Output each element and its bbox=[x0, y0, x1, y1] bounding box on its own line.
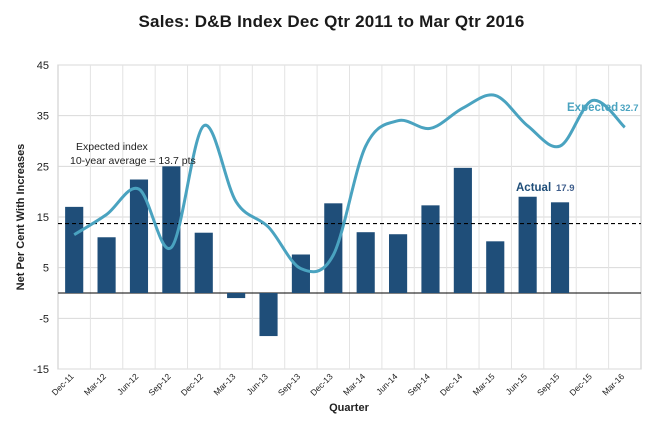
actual-bar bbox=[97, 237, 116, 293]
x-tick-label: Mar-15 bbox=[471, 371, 497, 397]
actual-bar bbox=[194, 232, 213, 293]
chart-title: Sales: D&B Index Dec Qtr 2011 to Mar Qtr… bbox=[138, 12, 525, 31]
y-tick-label: 15 bbox=[37, 212, 49, 224]
expected-index-annotation-line1: Expected index bbox=[76, 141, 149, 153]
y-axis-label: Net Per Cent With Increases bbox=[15, 144, 27, 291]
y-tick-label: -5 bbox=[39, 313, 49, 325]
actual-bar bbox=[129, 179, 149, 293]
y-tick-label: 5 bbox=[43, 263, 49, 275]
x-tick-label: Jun-13 bbox=[244, 371, 270, 397]
x-tick-label: Sep-15 bbox=[535, 371, 562, 398]
actual-legend-label: Actual bbox=[516, 182, 551, 194]
x-tick-label: Dec-12 bbox=[179, 371, 206, 398]
x-tick-label: Mar-14 bbox=[341, 371, 367, 397]
x-tick-label: Mar-13 bbox=[211, 371, 237, 397]
actual-bar bbox=[421, 205, 440, 293]
actual-bar bbox=[324, 203, 343, 293]
actual-bar bbox=[389, 234, 408, 293]
x-tick-label: Dec-11 bbox=[50, 371, 76, 397]
actual-bar bbox=[65, 206, 84, 293]
actual-bar bbox=[453, 167, 472, 293]
expected-legend-value: 32.7 bbox=[620, 103, 639, 114]
x-tick-label: Jun-15 bbox=[504, 371, 530, 397]
x-tick-label: Sep-12 bbox=[146, 371, 173, 398]
expected-series-line bbox=[73, 93, 626, 274]
grid-lines bbox=[58, 64, 641, 370]
actual-bar bbox=[227, 293, 246, 299]
actual-bars bbox=[65, 166, 570, 337]
y-tick-label: 45 bbox=[37, 60, 49, 72]
x-axis-ticks: Dec-11 Mar-12 Jun-12 Sep-12 Dec-12 Mar-13 Jun-… bbox=[50, 371, 627, 398]
x-tick-label: Dec-13 bbox=[308, 371, 335, 398]
x-tick-label: Jun-14 bbox=[374, 371, 400, 397]
expected-legend-label: Expected bbox=[567, 102, 618, 114]
x-tick-label: Sep-14 bbox=[405, 371, 432, 398]
actual-bar bbox=[162, 166, 181, 293]
actual-bar bbox=[486, 241, 505, 293]
x-tick-label: Dec-14 bbox=[438, 371, 465, 398]
y-axis-ticks: -15 -5 5 15 25 35 45 bbox=[33, 60, 49, 376]
actual-bar bbox=[356, 232, 375, 293]
x-tick-label: Sep-13 bbox=[276, 371, 303, 398]
expected-index-annotation-line2: 10-year average = 13.7 pts bbox=[70, 155, 196, 167]
x-axis-label: Quarter bbox=[329, 402, 369, 414]
actual-bar bbox=[259, 293, 278, 337]
actual-legend-value: 17.9 bbox=[556, 183, 575, 194]
actual-bar bbox=[518, 196, 537, 293]
y-tick-label: -15 bbox=[33, 364, 49, 376]
x-tick-label: Dec-15 bbox=[567, 371, 594, 398]
y-tick-label: 35 bbox=[37, 111, 49, 123]
x-tick-label: Jun-12 bbox=[115, 371, 141, 397]
actual-bar bbox=[550, 202, 570, 293]
actual-bar bbox=[291, 254, 310, 293]
y-tick-label: 25 bbox=[37, 161, 49, 173]
x-tick-label: Mar-12 bbox=[82, 371, 108, 397]
x-tick-label: Mar-16 bbox=[600, 371, 626, 397]
